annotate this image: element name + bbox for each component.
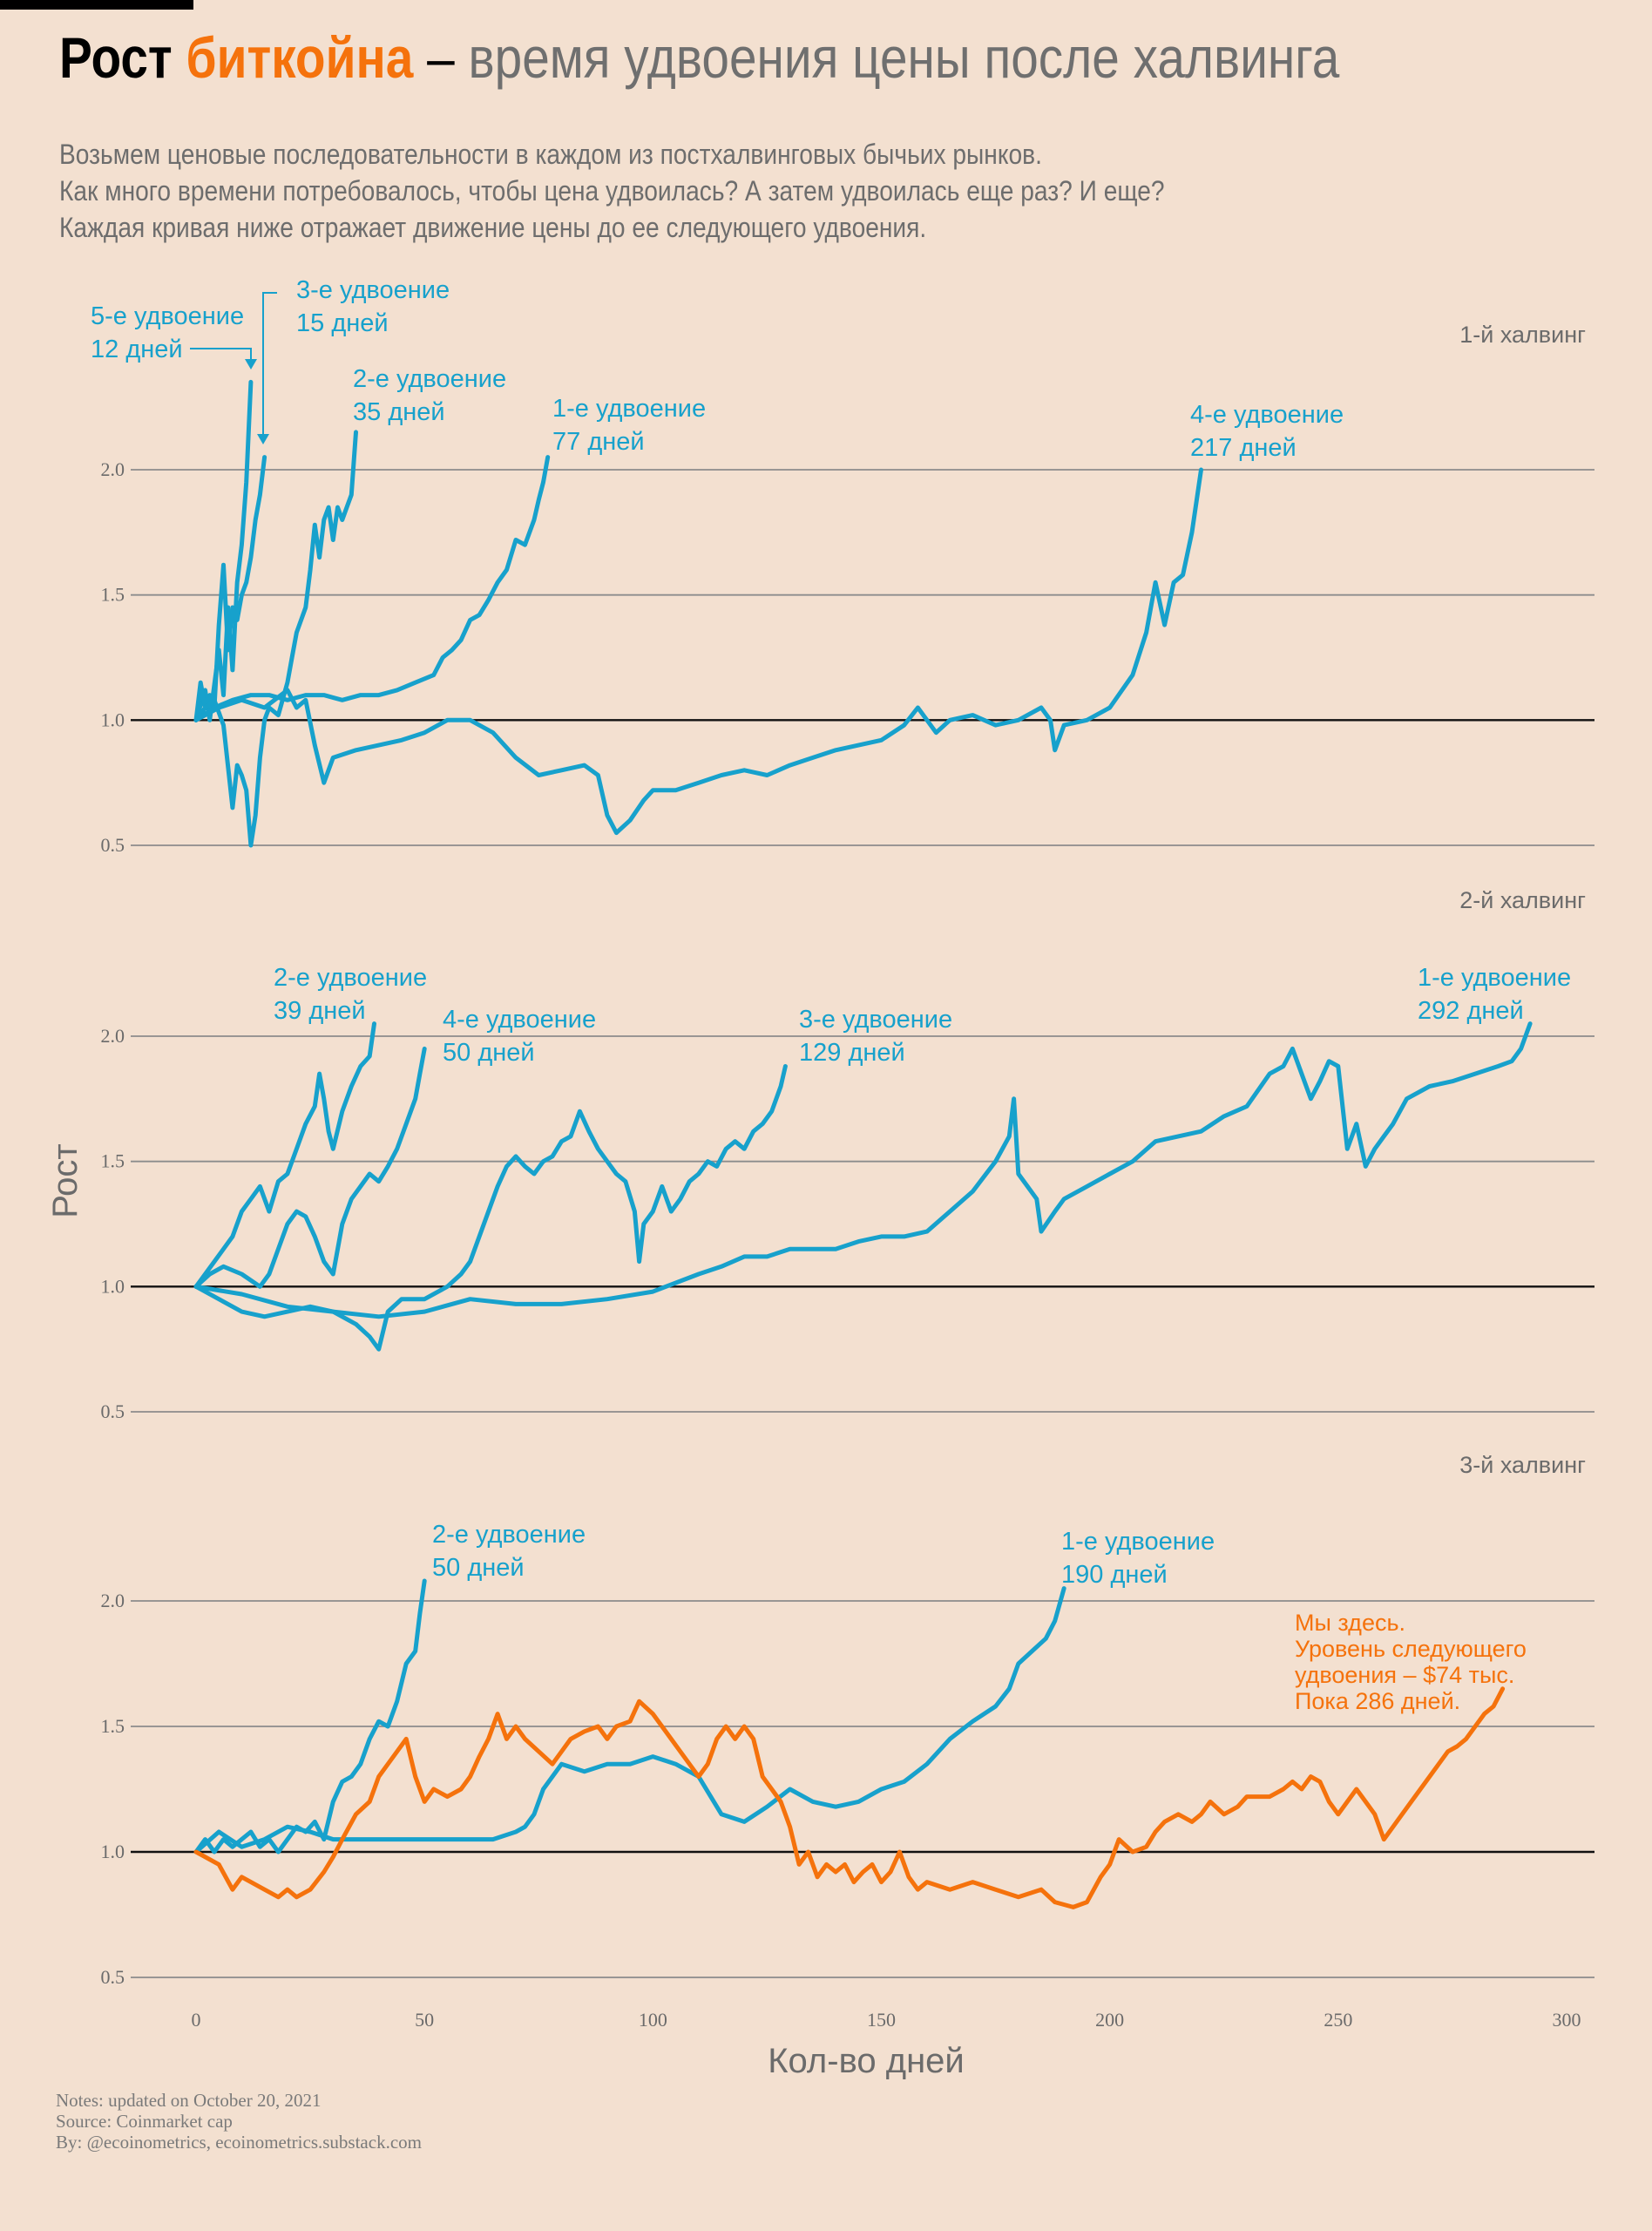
y-tick-label: 2.0 [101, 458, 125, 480]
series-line [193, 455, 551, 722]
y-tick-label: 0.5 [101, 1400, 125, 1422]
panel-title: 1-й халвинг [1459, 322, 1586, 348]
y-tick-label: 1.5 [101, 1150, 125, 1172]
series-line [193, 1021, 1533, 1319]
footer-note: By: @ecoinometrics, ecoinometrics.substa… [56, 2132, 422, 2153]
annotation-arrow [262, 292, 277, 441]
series-label: Мы здесь. [1295, 1610, 1405, 1636]
series-line [193, 1046, 427, 1289]
series-label: 190 дней [1061, 1561, 1168, 1589]
series-label: 217 дней [1190, 434, 1297, 462]
subtitle-line: Как много времени потребовалось, чтобы ц… [59, 175, 1165, 207]
series-label: 2-е удвоение [274, 964, 427, 992]
series-label: 15 дней [296, 309, 389, 337]
x-tick-label: 100 [639, 2009, 667, 2031]
y-tick-label: 1.0 [101, 1841, 125, 1862]
subtitle-line: Каждая кривая ниже отражает движение цен… [59, 212, 927, 243]
series-label: 39 дней [274, 997, 366, 1025]
top-accent-bar [0, 0, 193, 10]
series-line [193, 1064, 788, 1352]
series-line [193, 379, 254, 722]
x-tick-label: 150 [867, 2009, 896, 2031]
series-label: 1-е удвоение [552, 395, 706, 423]
series-label: Пока 286 дней. [1295, 1688, 1460, 1714]
series-line [193, 430, 358, 848]
series-line [193, 1686, 1506, 1909]
x-tick-label: 200 [1095, 2009, 1124, 2031]
footer-note: Source: Coinmarket cap [56, 2111, 233, 2132]
y-tick-label: 1.5 [101, 1715, 125, 1737]
x-tick-label: 50 [415, 2009, 434, 2031]
title-part-2: биткойна [186, 25, 414, 90]
x-tick-label: 300 [1553, 2009, 1581, 2031]
x-tick-label: 0 [192, 2009, 201, 2031]
series-label: 292 дней [1418, 997, 1524, 1025]
y-tick-label: 1.5 [101, 584, 125, 606]
y-tick-label: 1.0 [101, 1275, 125, 1297]
y-tick-label: 2.0 [101, 1590, 125, 1611]
series-label: 2-е удвоение [353, 365, 506, 393]
series-label: 2-е удвоение [432, 1521, 586, 1549]
series-line [193, 467, 1203, 836]
y-tick-label: 0.5 [101, 834, 125, 856]
series-label: 3-е удвоение [296, 276, 450, 304]
x-axis-title: Кол-во дней [768, 2042, 965, 2080]
series-label: 35 дней [353, 398, 445, 426]
series-label: 50 дней [443, 1039, 535, 1067]
title-part-4: время удвоения цены после халвинга [468, 25, 1340, 90]
series-label: 4-е удвоение [443, 1006, 596, 1034]
series-label: 3-е удвоение [799, 1006, 952, 1034]
series-line [193, 1021, 376, 1289]
series-line [193, 1586, 1066, 1855]
y-tick-label: 0.5 [101, 1966, 125, 1988]
series-label: 12 дней [91, 336, 183, 363]
series-label: Уровень следующего [1295, 1636, 1527, 1662]
y-tick-label: 1.0 [101, 709, 125, 730]
series-line [193, 1578, 427, 1855]
series-label: 4-е удвоение [1190, 401, 1344, 429]
series-label: 50 дней [432, 1554, 525, 1582]
annotation-arrow [190, 348, 252, 366]
series-label: удвоения – $74 тыс. [1295, 1662, 1514, 1688]
title-part-1: Рост [59, 25, 173, 90]
footer-notes: Notes: updated on October 20, 2021 Sourc… [56, 2090, 422, 2153]
footer-note: Notes: updated on October 20, 2021 [56, 2090, 322, 2111]
series-label: 5-е удвоение [91, 302, 244, 330]
series-label: 77 дней [552, 428, 645, 456]
series-label: 1-е удвоение [1418, 964, 1571, 992]
series-label: 1-е удвоение [1061, 1528, 1215, 1556]
panel-title: 2-й халвинг [1459, 887, 1586, 913]
annotation-arrowhead [245, 359, 257, 370]
title-part-3: – [427, 25, 455, 90]
series-label: 129 дней [799, 1039, 905, 1067]
panel-title: 3-й халвинг [1459, 1452, 1586, 1478]
x-tick-label: 250 [1324, 2009, 1352, 2031]
series-line [193, 455, 267, 722]
y-tick-label: 2.0 [101, 1025, 125, 1047]
page-title: Рост биткойна – время удвоения цены посл… [59, 24, 1339, 91]
subtitle: Возьмем ценовые последовательности в каж… [59, 136, 1165, 246]
y-axis-title: Рост [46, 1143, 85, 1218]
annotation-arrowhead [257, 434, 269, 444]
subtitle-line: Возьмем ценовые последовательности в каж… [59, 139, 1042, 170]
